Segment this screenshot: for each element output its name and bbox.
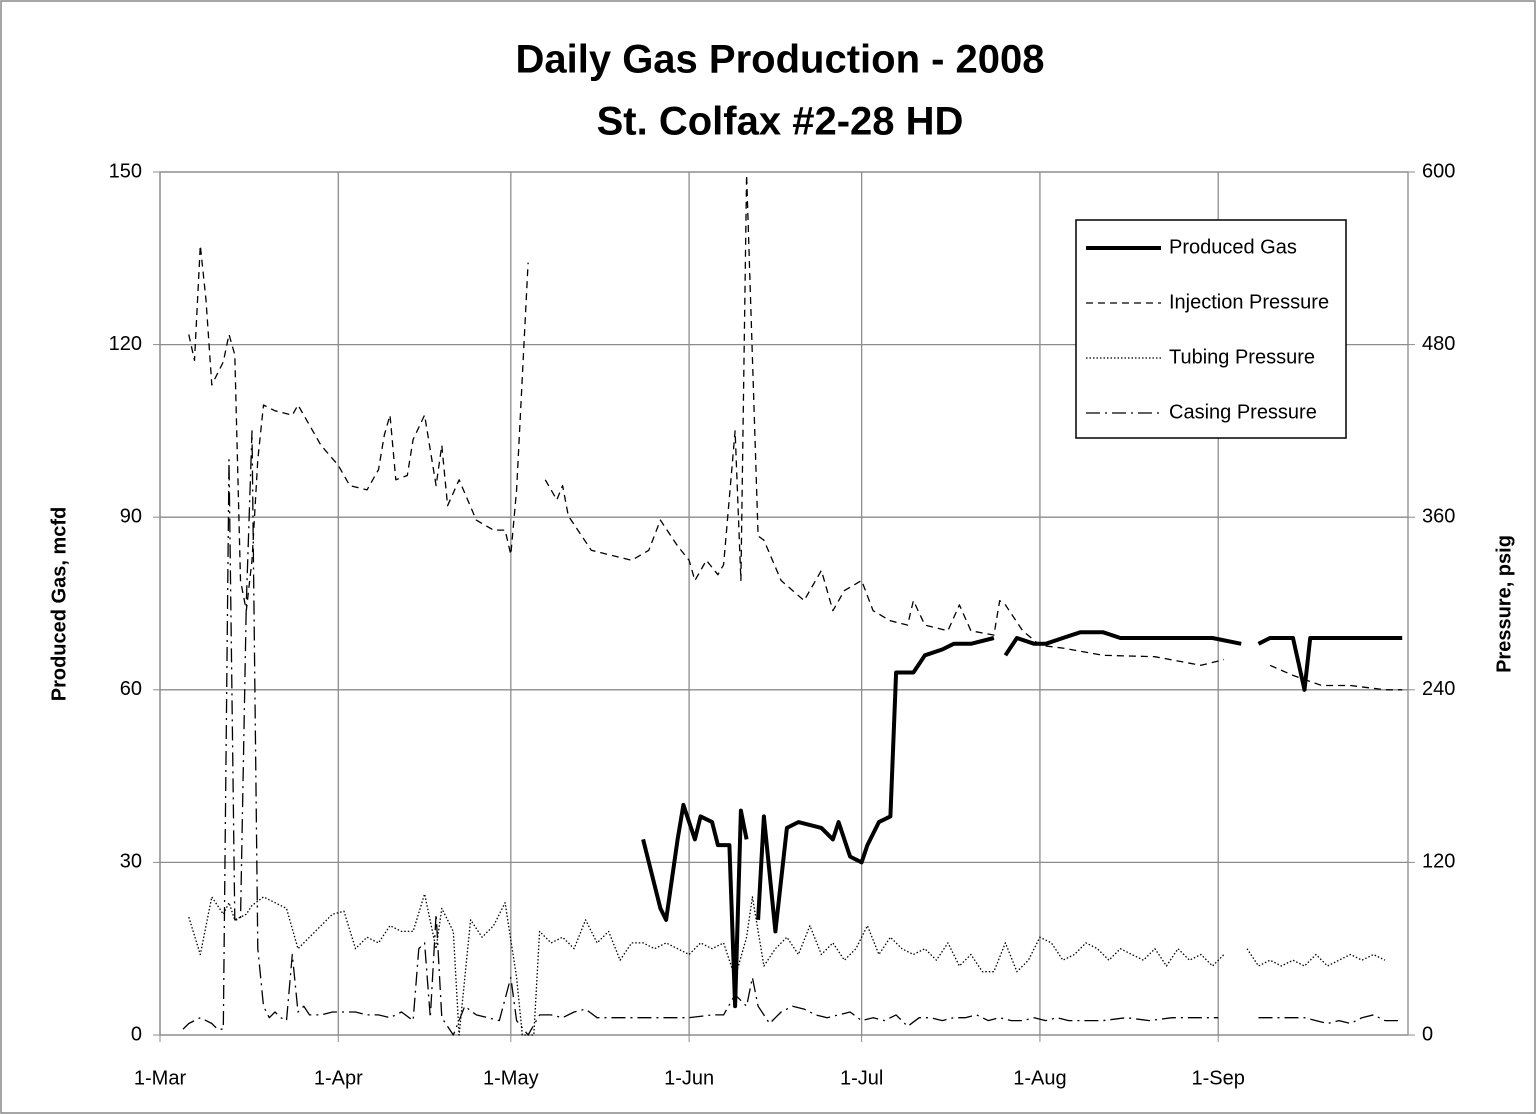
- y2-axis-title: Pressure, psig: [1493, 535, 1515, 673]
- series-line: [188, 174, 1403, 691]
- y2-tick-label: 360: [1422, 505, 1455, 527]
- x-tick-label: 1-Jun: [664, 1067, 714, 1089]
- y2-tick-label: 0: [1422, 1023, 1433, 1045]
- y2-tick-label: 480: [1422, 333, 1455, 355]
- legend-label: Produced Gas: [1169, 236, 1297, 258]
- chart-title: Daily Gas Production - 2008: [515, 38, 1044, 82]
- series-line: [641, 630, 1403, 1009]
- x-tick-label: 1-Apr: [314, 1067, 363, 1089]
- series-line: [188, 893, 1386, 1036]
- legend-label: Casing Pressure: [1169, 401, 1317, 423]
- y-tick-label: 90: [120, 505, 142, 527]
- legend-label: Tubing Pressure: [1169, 346, 1315, 368]
- plot-frame: [159, 171, 1409, 1036]
- y-tick-label: 150: [109, 160, 142, 182]
- y2-tick-label: 600: [1422, 160, 1455, 182]
- y-tick-label: 0: [131, 1023, 142, 1045]
- y-tick-label: 60: [120, 678, 142, 700]
- x-tick-label: 1-May: [483, 1067, 539, 1089]
- y2-tick-label: 120: [1422, 851, 1455, 873]
- legend: Produced Gas Injection Pressure Tubing Pre…: [1075, 219, 1347, 439]
- series-line: [182, 430, 1403, 1036]
- chart-subtitle: St. Colfax #2-28 HD: [597, 100, 964, 144]
- x-tick-label: 1-Aug: [1013, 1067, 1066, 1089]
- x-tick-label: 1-Sep: [1192, 1067, 1245, 1089]
- x-tick-label: 1-Jul: [840, 1067, 883, 1089]
- y-tick-label: 120: [109, 333, 142, 355]
- y2-tick-label: 240: [1422, 678, 1455, 700]
- y-tick-label: 30: [120, 851, 142, 873]
- x-tick-label: 1-Mar: [134, 1067, 187, 1089]
- y-axis-title: Produced Gas, mcfd: [48, 507, 70, 702]
- legend-label: Injection Pressure: [1169, 291, 1329, 313]
- legend-box: [1075, 219, 1347, 439]
